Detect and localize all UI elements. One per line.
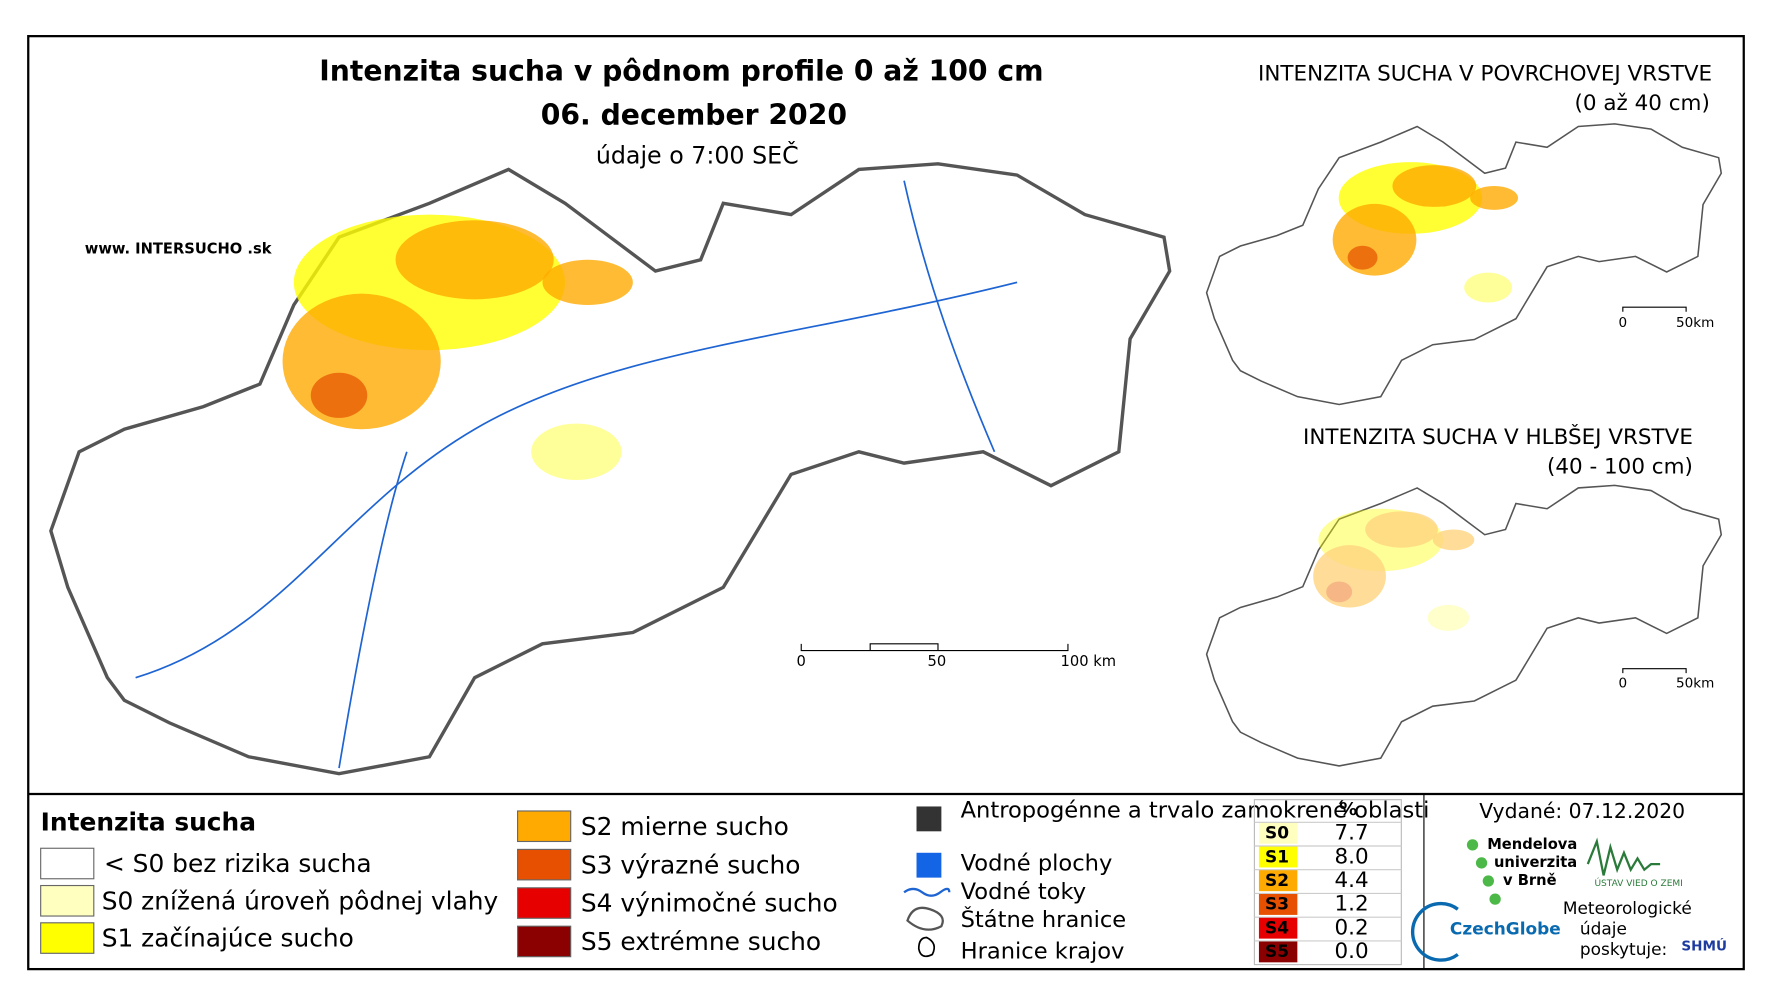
table-class: S3 — [1265, 894, 1289, 914]
scale-label: 50km — [1676, 675, 1714, 691]
logo-text: SHMÚ — [1681, 937, 1727, 955]
legend-label: S1 začínajúce sucho — [102, 924, 354, 953]
legend-swatch — [517, 810, 572, 843]
table-class: S2 — [1265, 870, 1289, 890]
inset-subtitle: (0 až 40 cm) — [1575, 91, 1710, 116]
legend-label: S4 výnimočné sucho — [581, 889, 838, 918]
legend-swatch — [40, 847, 95, 880]
table-value: 4.4 — [1335, 868, 1369, 893]
table-swatch — [1258, 845, 1298, 868]
scale-label: 50km — [1676, 315, 1714, 331]
scale-label: 100 km — [1061, 653, 1116, 670]
legend-title: Intenzita sucha — [41, 807, 256, 836]
inset-title: INTENZITA SUCHA V POVRCHOVEJ VRSTVE — [1258, 62, 1712, 87]
table-value: 0.0 — [1335, 939, 1369, 964]
table-class: S4 — [1265, 917, 1289, 937]
table-value: 0.2 — [1335, 915, 1369, 940]
legend-label: S2 mierne sucho — [581, 812, 789, 841]
scale-bar — [800, 643, 1069, 652]
main-map — [49, 162, 1172, 776]
symbol-label: Hranice krajov — [961, 939, 1125, 965]
meteo: Meteorologické — [1563, 898, 1692, 918]
legend-swatch — [40, 884, 95, 917]
table-header: % — [1339, 799, 1357, 820]
legend-swatch — [517, 848, 572, 881]
meteo: údaje — [1580, 919, 1627, 939]
inset-title: INTENZITA SUCHA V HLBŠEJ VRSTVE — [1303, 424, 1693, 450]
symbol-label: Vodné toky — [961, 879, 1087, 905]
table-frame — [1253, 799, 1402, 966]
table-swatch — [1258, 940, 1298, 963]
table-value: 8.0 — [1335, 844, 1369, 869]
scale-label: 0 — [797, 653, 806, 670]
logo-text: Mendelova — [1487, 836, 1577, 853]
table-class: S1 — [1265, 846, 1289, 866]
symbols — [903, 806, 951, 958]
table-value: 7.7 — [1335, 821, 1369, 846]
table-swatch — [1258, 822, 1298, 844]
title: Intenzita sucha v pôdnom profile 0 až 10… — [319, 54, 1043, 87]
legend-swatch — [517, 887, 572, 919]
table-swatch — [1258, 869, 1298, 892]
date: 06. december 2020 — [541, 98, 847, 131]
logo-text: CzechGlobe — [1450, 919, 1561, 939]
symbol-label: Vodné plochy — [961, 851, 1113, 877]
table-value: 1.2 — [1335, 892, 1369, 917]
table-class: S0 — [1265, 823, 1289, 843]
logo-text: univerzita — [1494, 854, 1577, 871]
inset-subtitle: (40 - 100 cm) — [1547, 455, 1693, 480]
logo-text: ÚSTAV VIED O ZEMI — [1594, 877, 1682, 889]
table-swatch — [1258, 917, 1298, 939]
symbol-label: Štátne hranice — [961, 905, 1127, 933]
note: údaje o 7:00 SEČ — [596, 142, 799, 170]
table-swatch — [1258, 893, 1298, 915]
issued: Vydané: 07.12.2020 — [1479, 799, 1685, 823]
legend-label: S3 výrazné sucho — [581, 850, 801, 879]
percent-table: % S0 7.7 S1 8.0 S2 4.4 S3 1.2 S4 0.2 S5 0.0 — [1253, 799, 1402, 966]
legend-label: S5 extrémne sucho — [581, 927, 821, 956]
legend-label: S0 znížená úroveň pôdnej vlahy — [102, 886, 499, 915]
table-class: S5 — [1265, 941, 1289, 961]
legend-swatch — [517, 925, 572, 958]
url: www. INTERSUCHO .sk — [85, 241, 273, 258]
scale-label: 0 — [1619, 675, 1628, 691]
scale-label: 0 — [1619, 315, 1628, 331]
legend-label: < S0 bez rizika sucha — [104, 849, 372, 878]
scale-label: 50 — [928, 653, 947, 670]
meteo: poskytuje: — [1580, 939, 1667, 959]
symbol-label: Antropogénne a trvalo zamokrené oblasti — [961, 797, 1430, 823]
legend-swatch — [40, 922, 95, 954]
logo-text: v Brně — [1503, 872, 1557, 889]
